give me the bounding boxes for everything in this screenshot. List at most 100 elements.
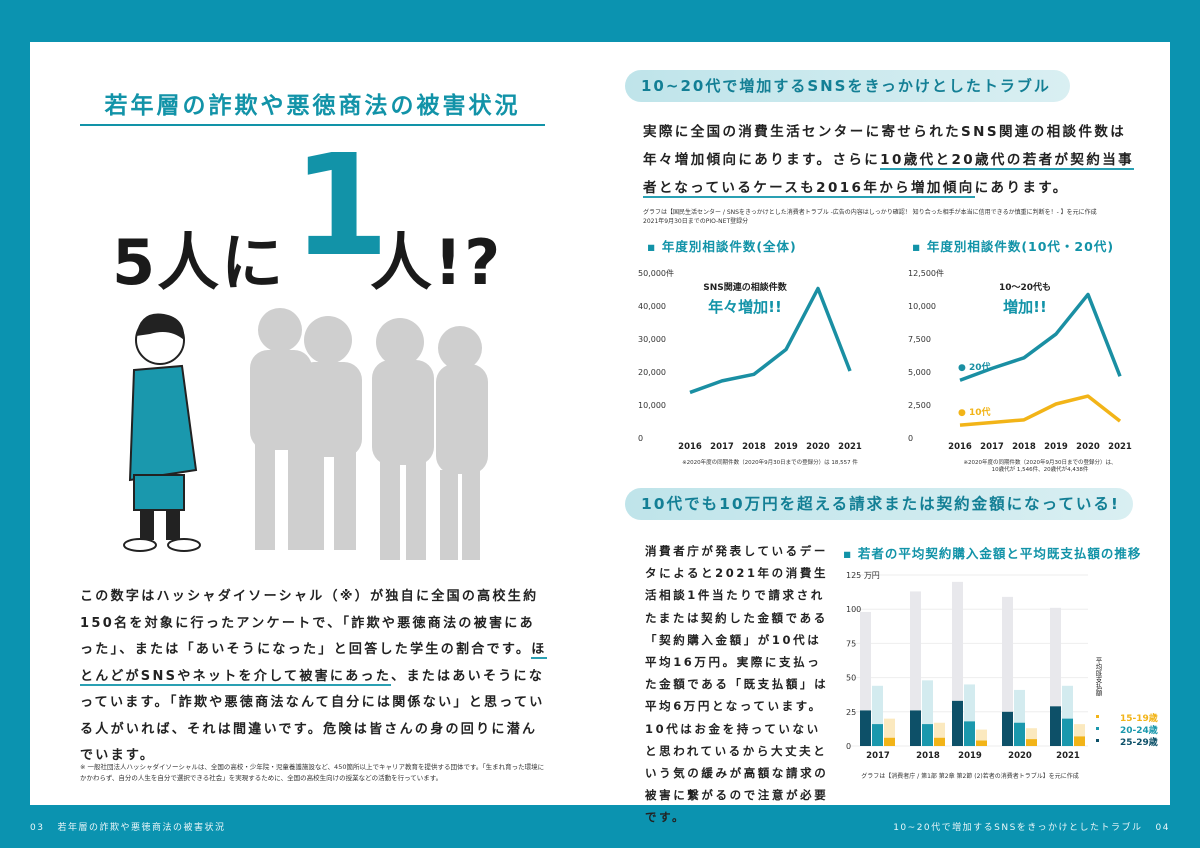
y-tick-label: 10,000 [638, 401, 666, 410]
x-tick-label: 2017 [980, 442, 1004, 452]
bar-contract-25-29歳 [910, 591, 921, 746]
chart1-title: ▪ 年度別相談件数(全体) [647, 239, 797, 254]
chart2-title: ▪ 年度別相談件数(10代・20代) [912, 239, 1115, 254]
x-tick-label: 2021 [1108, 442, 1132, 452]
footer-label: 10~20代で増加するSNSをきっかけとしたトラブル [893, 823, 1143, 833]
y-tick-label: 25 [846, 708, 856, 717]
x-tick-label: 2019 [774, 442, 798, 452]
y-tick-label: 10,000 [908, 302, 936, 311]
bar-paid-25-29歳 [952, 700, 963, 746]
bar-contract-25-29歳 [1002, 596, 1013, 746]
headline-part1: 5人に [112, 226, 286, 299]
paragraph-text: 、またはあいそうになっています。「詐欺や悪徳商法なんて自分には関係ない」と思って… [80, 668, 545, 764]
bar-paid-15-19歳 [884, 737, 895, 746]
legend-swatch [1096, 727, 1099, 730]
y-tick-label: 75 [846, 639, 856, 648]
chart-note: ※2020年度の同期件数（2020年9月30日までの登録分）は、 [963, 458, 1116, 466]
x-tick-label: 2019 [958, 751, 982, 761]
chart3-title: ▪ 若者の平均契約購入金額と平均既支払額の推移 [843, 546, 1142, 561]
bar-paid-20-24歳 [922, 724, 933, 746]
bar-contract-20-24歳 [922, 680, 933, 746]
bar-contract-25-29歳 [860, 611, 871, 746]
footer-left: 03 若年層の詐欺や悪徳商法の被害状況 [30, 820, 226, 833]
chart1-title-text: 年度別相談件数(全体) [661, 239, 797, 254]
bar-paid-25-29歳 [860, 710, 871, 746]
legend-label: 15-19歳 [1120, 712, 1158, 724]
legend-title: 平均既支払額 [1094, 657, 1102, 698]
y-tick-label: 40,000 [638, 302, 666, 311]
illustration-students [123, 308, 488, 560]
x-tick-label: 2020 [806, 442, 830, 452]
y-tick-label: 30,000 [638, 335, 666, 344]
paragraph-highlight: 10歳代と20歳代の若者が契約当事者となっているケースも2016年から [643, 152, 1135, 198]
chart-note: ※2020年度の同期件数（2020年9月30日までの登録分）は 18,557 件 [682, 458, 858, 466]
legend-swatch [1096, 715, 1099, 718]
series-line [689, 286, 852, 395]
bar-contract-25-29歳 [952, 581, 963, 746]
source-line: 2021年9月30日までのPIO-NET登録分 [643, 218, 749, 225]
silhouette-group-icon [250, 308, 488, 560]
bar-contract-20-24歳 [872, 685, 883, 746]
legend-label: 20-24歳 [1120, 724, 1158, 736]
annotation: SNS関連の相談件数 [703, 281, 787, 293]
footnote: ※ 一般社団法人ハッシャダイソーシャルは、全国の高校・少年院・児童養護施設など、… [80, 763, 545, 782]
series-line [959, 394, 1122, 427]
bar-contract-20-24歳 [964, 684, 975, 746]
source-line: グラフは【国民生活センター / SNSをきっかけとした消費者トラブル -広告の内… [643, 209, 1097, 216]
bar-paid-20-24歳 [1014, 722, 1025, 746]
x-tick-label: 2017 [866, 751, 890, 761]
y-tick-label: 5,000 [908, 368, 931, 377]
left-page-title: 若年層の詐欺や悪徳商法の被害状況 [104, 93, 521, 119]
paragraph-highlight: 増加傾向 [911, 180, 975, 198]
bar-paid-20-24歳 [1062, 718, 1073, 746]
annotation-highlight: 年々増加!! [708, 298, 782, 316]
chart1-line: 0 10,000 20,000 30,000 40,000 50,000件 2016 2017… [638, 268, 862, 466]
section2-title: 10代でも10万円を超える請求または契約金額になっている! [625, 488, 1133, 520]
y-tick-label: 20,000 [638, 368, 666, 377]
legend-label: 25-29歳 [1120, 736, 1158, 748]
bar-contract-15-19歳 [1074, 724, 1085, 746]
student-figure-icon [123, 313, 201, 552]
bar-paid-25-29歳 [1050, 706, 1061, 746]
y-tick-label: 0 [638, 434, 643, 443]
source-note: グラフは【国民生活センター / SNSをきっかけとした消費者トラブル -広告の内… [643, 208, 1163, 226]
bar-contract-15-19歳 [976, 729, 987, 746]
x-tick-label: 2018 [1012, 442, 1036, 452]
y-tick-label: 12,500件 [908, 268, 944, 278]
y-tick-label: 125 万円 [846, 571, 880, 580]
bar-contract-15-19歳 [884, 718, 895, 746]
x-tick-label: 2019 [1044, 442, 1068, 452]
y-tick-label: 7,500 [908, 335, 931, 344]
y-tick-label: 50 [846, 674, 856, 683]
series-line [959, 292, 1122, 382]
bar-paid-15-19歳 [1074, 736, 1085, 746]
x-tick-label: 2020 [1076, 442, 1100, 452]
bar-contract-15-19歳 [934, 722, 945, 746]
headline-part2: 人!? [370, 226, 503, 299]
bar-contract-20-24歳 [1014, 689, 1025, 746]
series-label: ● 20代 [958, 361, 991, 373]
chart-source: グラフは【消費者庁 / 第1部 第2章 第2節 (2)若者の消費者トラブル】を元… [861, 772, 1079, 780]
bar-contract-25-29歳 [1050, 607, 1061, 746]
bar-paid-15-19歳 [1026, 739, 1037, 746]
bar-paid-15-19歳 [976, 740, 987, 746]
left-paragraph: この数字はハッシャダイソーシャル（※）が独自に全国の高校生約150名を対象に行っ… [80, 584, 550, 770]
chart2-title-text: 年度別相談件数(10代・20代) [926, 239, 1115, 254]
paragraph-text: この数字はハッシャダイソーシャル（※）が独自に全国の高校生約150名を対象に行っ… [80, 589, 539, 657]
annotation-highlight: 増加!! [1003, 298, 1047, 316]
legend-swatch [1096, 739, 1099, 742]
y-tick-label: 100 [846, 605, 861, 614]
paragraph-text: 実際に全国の消費生活センターに寄せられたSNS関連の相談件数は年々増加傾向にあり… [643, 124, 1127, 168]
x-tick-label: 2016 [948, 442, 972, 452]
bar-contract-15-19歳 [1026, 728, 1037, 746]
x-tick-label: 2021 [1056, 751, 1080, 761]
headline-number: 1 [292, 125, 390, 288]
bar-paid-20-24歳 [964, 721, 975, 746]
x-tick-label: 2020 [1008, 751, 1032, 761]
chart2-line: 0 2,500 5,000 7,500 10,000 12,500件 2016 2017 201… [908, 268, 1132, 472]
bar-contract-20-24歳 [1062, 685, 1073, 746]
chart-note: 10歳代が 1,546件、20歳代が4,438件 [992, 465, 1089, 472]
right-paragraph-2: 消費者庁が発表しているデータによると2021年の消費生活相談1件当たりで請求され… [645, 544, 829, 825]
right-paragraph: 実際に全国の消費生活センターに寄せられたSNS関連の相談件数は年々増加傾向にあり… [643, 118, 1143, 202]
footer-label: 若年層の詐欺や悪徳商法の被害状況 [57, 823, 226, 833]
